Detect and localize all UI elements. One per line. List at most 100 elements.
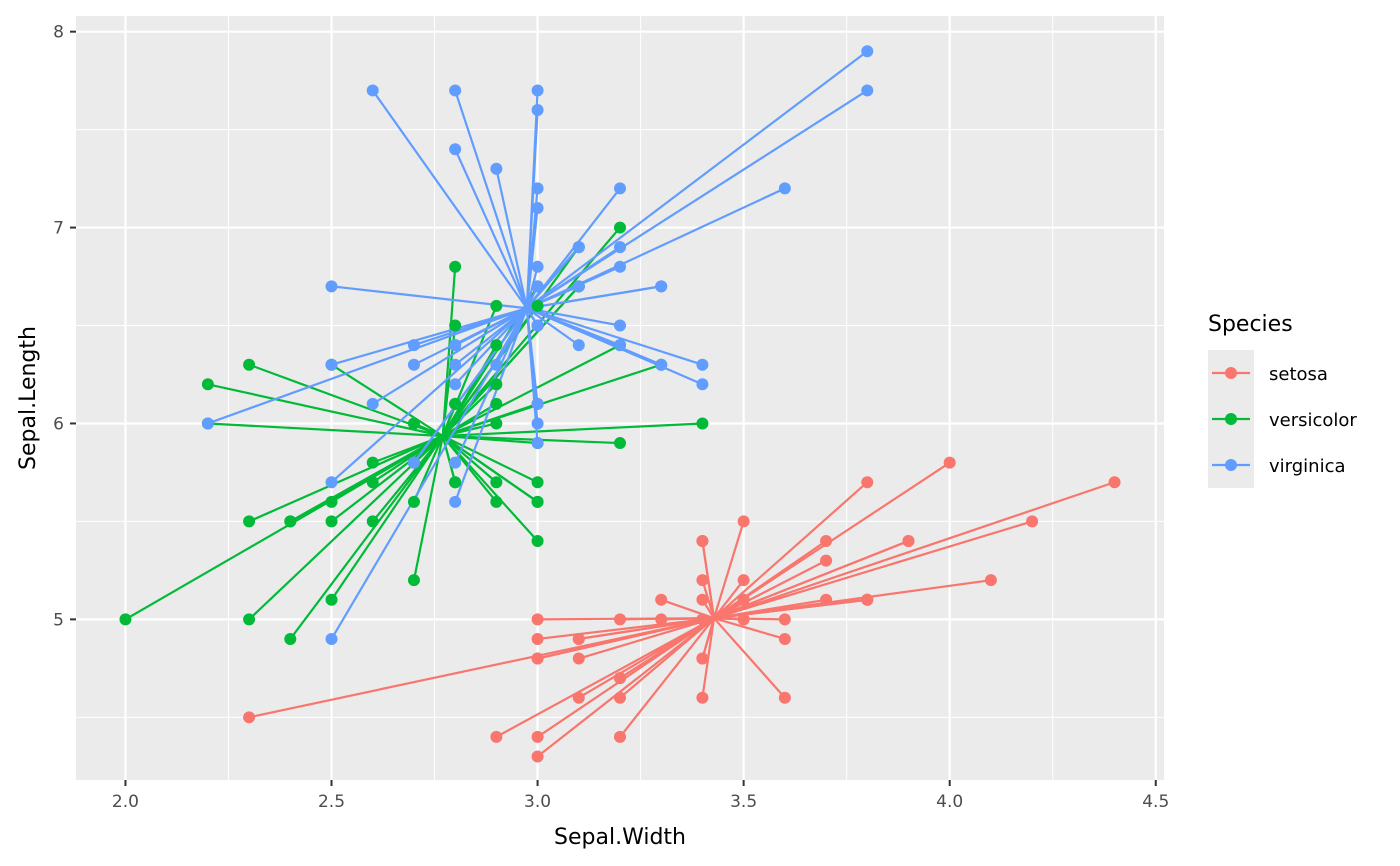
y-axis-title: Sepal.Length bbox=[16, 326, 41, 470]
point-virginica bbox=[201, 417, 214, 430]
point-virginica bbox=[449, 495, 462, 508]
point-setosa bbox=[614, 730, 626, 743]
segment-virginica bbox=[454, 90, 528, 309]
point-versicolor bbox=[490, 417, 503, 430]
point-setosa bbox=[861, 593, 874, 606]
point-setosa bbox=[243, 711, 256, 724]
point-setosa bbox=[820, 535, 833, 548]
point-versicolor bbox=[325, 593, 338, 606]
point-setosa bbox=[820, 593, 833, 606]
point-versicolor bbox=[490, 495, 503, 508]
point-setosa bbox=[572, 652, 585, 665]
legend-key-point bbox=[1225, 413, 1237, 425]
point-virginica bbox=[490, 162, 503, 175]
segment-virginica bbox=[454, 307, 528, 366]
point-virginica bbox=[614, 182, 626, 195]
segment-versicolor bbox=[371, 435, 444, 523]
point-setosa bbox=[778, 691, 791, 704]
segment-setosa bbox=[701, 617, 716, 659]
legend: Species setosa versicolor virginica bbox=[1208, 312, 1357, 488]
point-versicolor bbox=[449, 260, 462, 273]
legend-key-point bbox=[1225, 459, 1237, 471]
point-setosa bbox=[1026, 515, 1039, 528]
point-virginica bbox=[655, 358, 668, 371]
legend-label: setosa bbox=[1269, 364, 1328, 385]
segment-versicolor bbox=[441, 435, 457, 483]
point-versicolor bbox=[407, 417, 420, 430]
point-setosa bbox=[737, 593, 750, 606]
point-virginica bbox=[655, 280, 668, 293]
legend-label: versicolor bbox=[1269, 410, 1357, 431]
point-virginica bbox=[614, 339, 626, 352]
point-virginica bbox=[531, 201, 544, 214]
point-versicolor bbox=[243, 358, 256, 371]
point-virginica bbox=[614, 241, 626, 254]
segment-virginica bbox=[526, 285, 662, 310]
segment-versicolor bbox=[442, 435, 539, 484]
data-points bbox=[119, 45, 1121, 763]
segment-virginica bbox=[525, 90, 539, 309]
point-versicolor bbox=[449, 319, 462, 332]
x-tick-label: 2.5 bbox=[318, 792, 345, 812]
point-virginica bbox=[778, 182, 791, 195]
point-setosa bbox=[614, 672, 626, 685]
series-virginica-segments bbox=[207, 50, 868, 640]
segment-setosa bbox=[578, 617, 715, 641]
point-versicolor bbox=[614, 437, 626, 450]
point-setosa bbox=[696, 535, 709, 548]
point-versicolor bbox=[614, 221, 626, 234]
segment-versicolor bbox=[442, 344, 621, 437]
point-virginica bbox=[531, 182, 544, 195]
x-tick-label: 4.5 bbox=[1142, 792, 1169, 812]
point-versicolor bbox=[325, 515, 338, 528]
segment-versicolor bbox=[442, 402, 497, 437]
y-tick-label: 8 bbox=[53, 23, 64, 43]
point-virginica bbox=[531, 437, 544, 450]
point-setosa bbox=[614, 613, 626, 626]
segment-setosa bbox=[619, 617, 715, 738]
segment-setosa bbox=[712, 521, 745, 619]
segment-setosa bbox=[578, 617, 715, 660]
legend-item-virginica: virginica bbox=[1212, 456, 1346, 477]
series-setosa-points bbox=[243, 456, 1121, 763]
segment-versicolor bbox=[441, 266, 457, 437]
point-versicolor bbox=[490, 378, 503, 391]
point-virginica bbox=[861, 84, 874, 97]
point-virginica bbox=[325, 358, 338, 371]
point-setosa bbox=[696, 652, 709, 665]
legend-key-point bbox=[1225, 367, 1237, 379]
segment-setosa bbox=[537, 617, 715, 660]
segment-setosa bbox=[713, 559, 827, 620]
segment-setosa bbox=[495, 617, 715, 738]
x-tick-label: 3.0 bbox=[524, 792, 551, 812]
y-tick-label: 7 bbox=[53, 219, 64, 239]
point-versicolor bbox=[366, 456, 379, 469]
point-setosa bbox=[531, 632, 544, 645]
centroid-segments bbox=[124, 50, 1115, 758]
point-versicolor bbox=[119, 613, 132, 626]
point-versicolor bbox=[490, 299, 503, 312]
point-versicolor bbox=[284, 632, 297, 645]
point-setosa bbox=[614, 691, 626, 704]
point-setosa bbox=[737, 515, 750, 528]
segment-virginica bbox=[526, 246, 621, 310]
segment-versicolor bbox=[289, 435, 444, 640]
point-virginica bbox=[531, 104, 544, 117]
point-virginica bbox=[572, 280, 585, 293]
point-versicolor bbox=[449, 476, 462, 489]
point-virginica bbox=[449, 143, 462, 156]
point-virginica bbox=[572, 241, 585, 254]
segment-virginica bbox=[371, 89, 528, 309]
point-virginica bbox=[449, 456, 462, 469]
segment-versicolor bbox=[289, 435, 444, 523]
point-virginica bbox=[696, 378, 709, 391]
legend-label: virginica bbox=[1269, 456, 1346, 477]
segment-virginica bbox=[413, 307, 528, 464]
legend-item-versicolor: versicolor bbox=[1212, 410, 1357, 431]
segment-versicolor bbox=[248, 434, 444, 523]
point-virginica bbox=[531, 280, 544, 293]
segment-virginica bbox=[526, 307, 580, 347]
point-setosa bbox=[1108, 476, 1121, 489]
segment-setosa bbox=[713, 539, 909, 620]
